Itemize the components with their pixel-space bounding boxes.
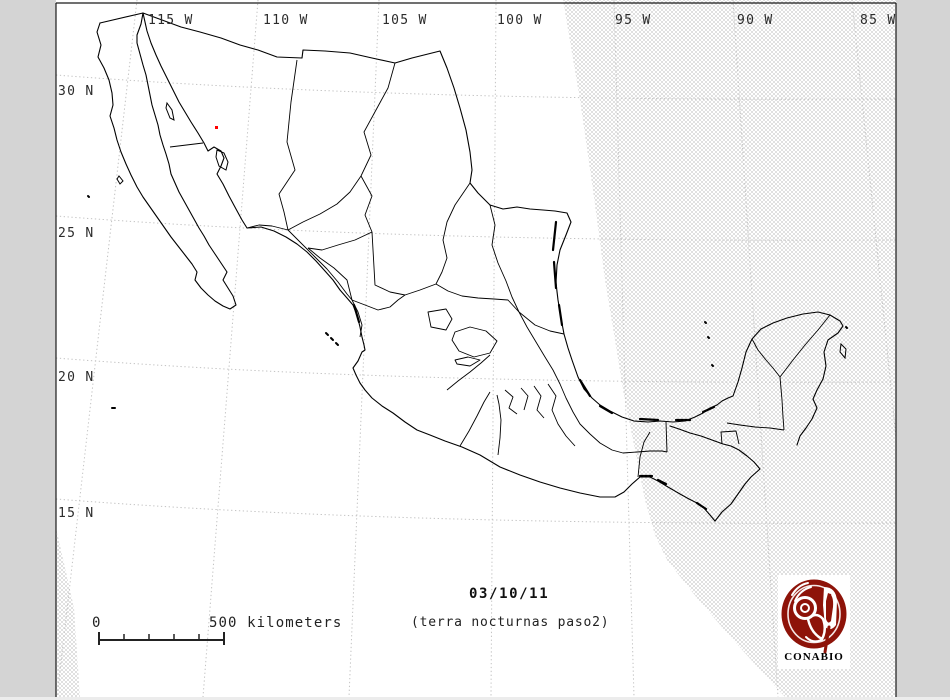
longitude-label-110w: 110 W <box>263 13 309 28</box>
latitude-label-15n: 15 N <box>58 506 95 521</box>
satellite-swath <box>56 0 785 697</box>
plot-frame <box>55 2 897 700</box>
graticule <box>56 0 896 697</box>
latitude-label-30n: 30 N <box>58 84 95 99</box>
longitude-label-90w: 90 W <box>737 13 774 28</box>
coastal-lagoon-marks <box>352 220 716 511</box>
conabio-logo-icon <box>781 579 847 654</box>
longitude-label-115w: 115 W <box>148 13 194 28</box>
longitude-label-105w: 105 W <box>382 13 428 28</box>
longitude-label-100w: 100 W <box>497 13 543 28</box>
latitude-label-25n: 25 N <box>58 226 95 241</box>
bottom-strip <box>0 697 950 700</box>
scale-zero-label: 0 <box>92 615 102 631</box>
country-outline <box>96 12 844 522</box>
islands <box>87 101 848 409</box>
latitude-label-20n: 20 N <box>58 370 95 385</box>
scale-bar <box>98 632 225 645</box>
scale-length-label: 500 kilometers <box>209 615 343 631</box>
fire-hotspot-dot <box>215 126 218 129</box>
longitude-label-85w: 85 W <box>860 13 897 28</box>
longitude-label-95w: 95 W <box>615 13 652 28</box>
conabio-logo-text: CONABIO <box>784 651 844 663</box>
date-label: 03/10/11 <box>469 586 550 602</box>
pass-label: (terra nocturnas paso2) <box>411 615 610 630</box>
conabio-logo: CONABIO <box>778 575 850 669</box>
